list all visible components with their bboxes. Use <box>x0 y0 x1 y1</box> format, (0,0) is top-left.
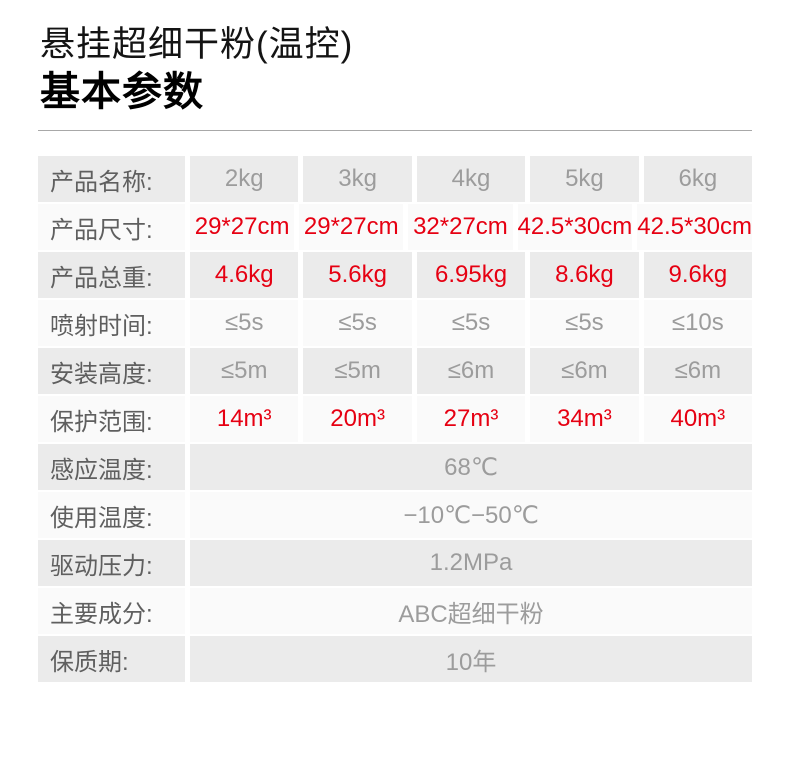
spec-row-driving-pressure: 驱动压力: 1.2MPa <box>38 540 752 587</box>
spec-row-sensing-temperature: 感应温度: 68℃ <box>38 444 752 491</box>
row-value: ≤5m <box>190 348 299 395</box>
row-value: ≤5m <box>303 348 412 395</box>
row-value: ≤5s <box>190 300 299 347</box>
row-value-merged: ABC超细干粉 <box>190 588 752 635</box>
spec-row-spray-time: 喷射时间: ≤5s ≤5s ≤5s ≤5s ≤10s <box>38 300 753 347</box>
row-label: 产品尺寸: <box>38 204 185 251</box>
spec-row-product-size: 产品尺寸: 29*27cm 29*27cm 32*27cm 42.5*30cm … <box>38 204 753 251</box>
row-value: 4kg <box>416 156 526 203</box>
spec-row-install-height: 安装高度: ≤5m ≤5m ≤6m ≤6m ≤6m <box>38 348 753 395</box>
row-value: 32*27cm <box>408 204 513 251</box>
row-label: 喷射时间: <box>38 300 185 347</box>
row-value: 14m³ <box>190 396 299 443</box>
row-value: ≤6m <box>643 348 753 395</box>
row-label: 主要成分: <box>38 588 185 635</box>
row-label: 产品总重: <box>38 252 185 299</box>
row-value: 34m³ <box>530 396 639 443</box>
row-value: 6kg <box>643 156 753 203</box>
row-value: 20m³ <box>303 396 412 443</box>
row-value-merged: 68℃ <box>190 444 752 491</box>
spec-row-product-name: 产品名称: 2kg 3kg 4kg 5kg 6kg <box>38 156 753 203</box>
row-value: ≤10s <box>643 300 753 347</box>
row-value: 9.6kg <box>643 252 753 299</box>
row-value-merged: 1.2MPa <box>190 540 752 587</box>
row-value-merged: 10年 <box>190 636 752 683</box>
row-label: 驱动压力: <box>38 540 185 587</box>
row-value: 27m³ <box>416 396 526 443</box>
row-value: 42.5*30cm <box>517 204 633 251</box>
row-label: 使用温度: <box>38 492 185 539</box>
spec-row-product-weight: 产品总重: 4.6kg 5.6kg 6.95kg 8.6kg 9.6kg <box>38 252 753 299</box>
row-value: 5.6kg <box>303 252 412 299</box>
row-label: 保护范围: <box>38 396 185 443</box>
row-label: 保质期: <box>38 636 185 683</box>
row-value: 29*27cm <box>190 204 295 251</box>
row-value: ≤6m <box>530 348 639 395</box>
row-value: ≤6m <box>416 348 526 395</box>
row-value: ≤5s <box>416 300 526 347</box>
row-value: 6.95kg <box>416 252 526 299</box>
spec-row-protection-range: 保护范围: 14m³ 20m³ 27m³ 34m³ 40m³ <box>38 396 753 443</box>
spec-row-main-ingredient: 主要成分: ABC超细干粉 <box>38 588 752 635</box>
row-label: 产品名称: <box>38 156 185 203</box>
spec-row-operating-temperature: 使用温度: −10℃−50℃ <box>38 492 752 539</box>
row-value: 2kg <box>190 156 299 203</box>
row-value: 8.6kg <box>530 252 639 299</box>
heading-divider <box>38 130 752 132</box>
spec-table: 产品名称: 2kg 3kg 4kg 5kg 6kg 产品尺寸: 29*27cm … <box>38 156 753 683</box>
row-value: 40m³ <box>643 396 753 443</box>
section-heading: 基本参数 <box>40 70 204 115</box>
spec-row-shelf-life: 保质期: 10年 <box>38 636 752 683</box>
row-value-merged: −10℃−50℃ <box>190 492 752 539</box>
row-value: ≤5s <box>303 300 412 347</box>
row-label: 安装高度: <box>38 348 185 395</box>
row-value: 42.5*30cm <box>637 204 753 251</box>
row-label: 感应温度: <box>38 444 185 491</box>
row-value: 29*27cm <box>299 204 404 251</box>
row-value: 4.6kg <box>190 252 299 299</box>
row-value: ≤5s <box>530 300 639 347</box>
row-value: 3kg <box>303 156 412 203</box>
row-value: 5kg <box>530 156 639 203</box>
product-title: 悬挂超细干粉(温控) <box>40 25 354 64</box>
product-spec-page: 悬挂超细干粉(温控) 基本参数 产品名称: 2kg 3kg 4kg 5kg 6k… <box>0 25 790 683</box>
